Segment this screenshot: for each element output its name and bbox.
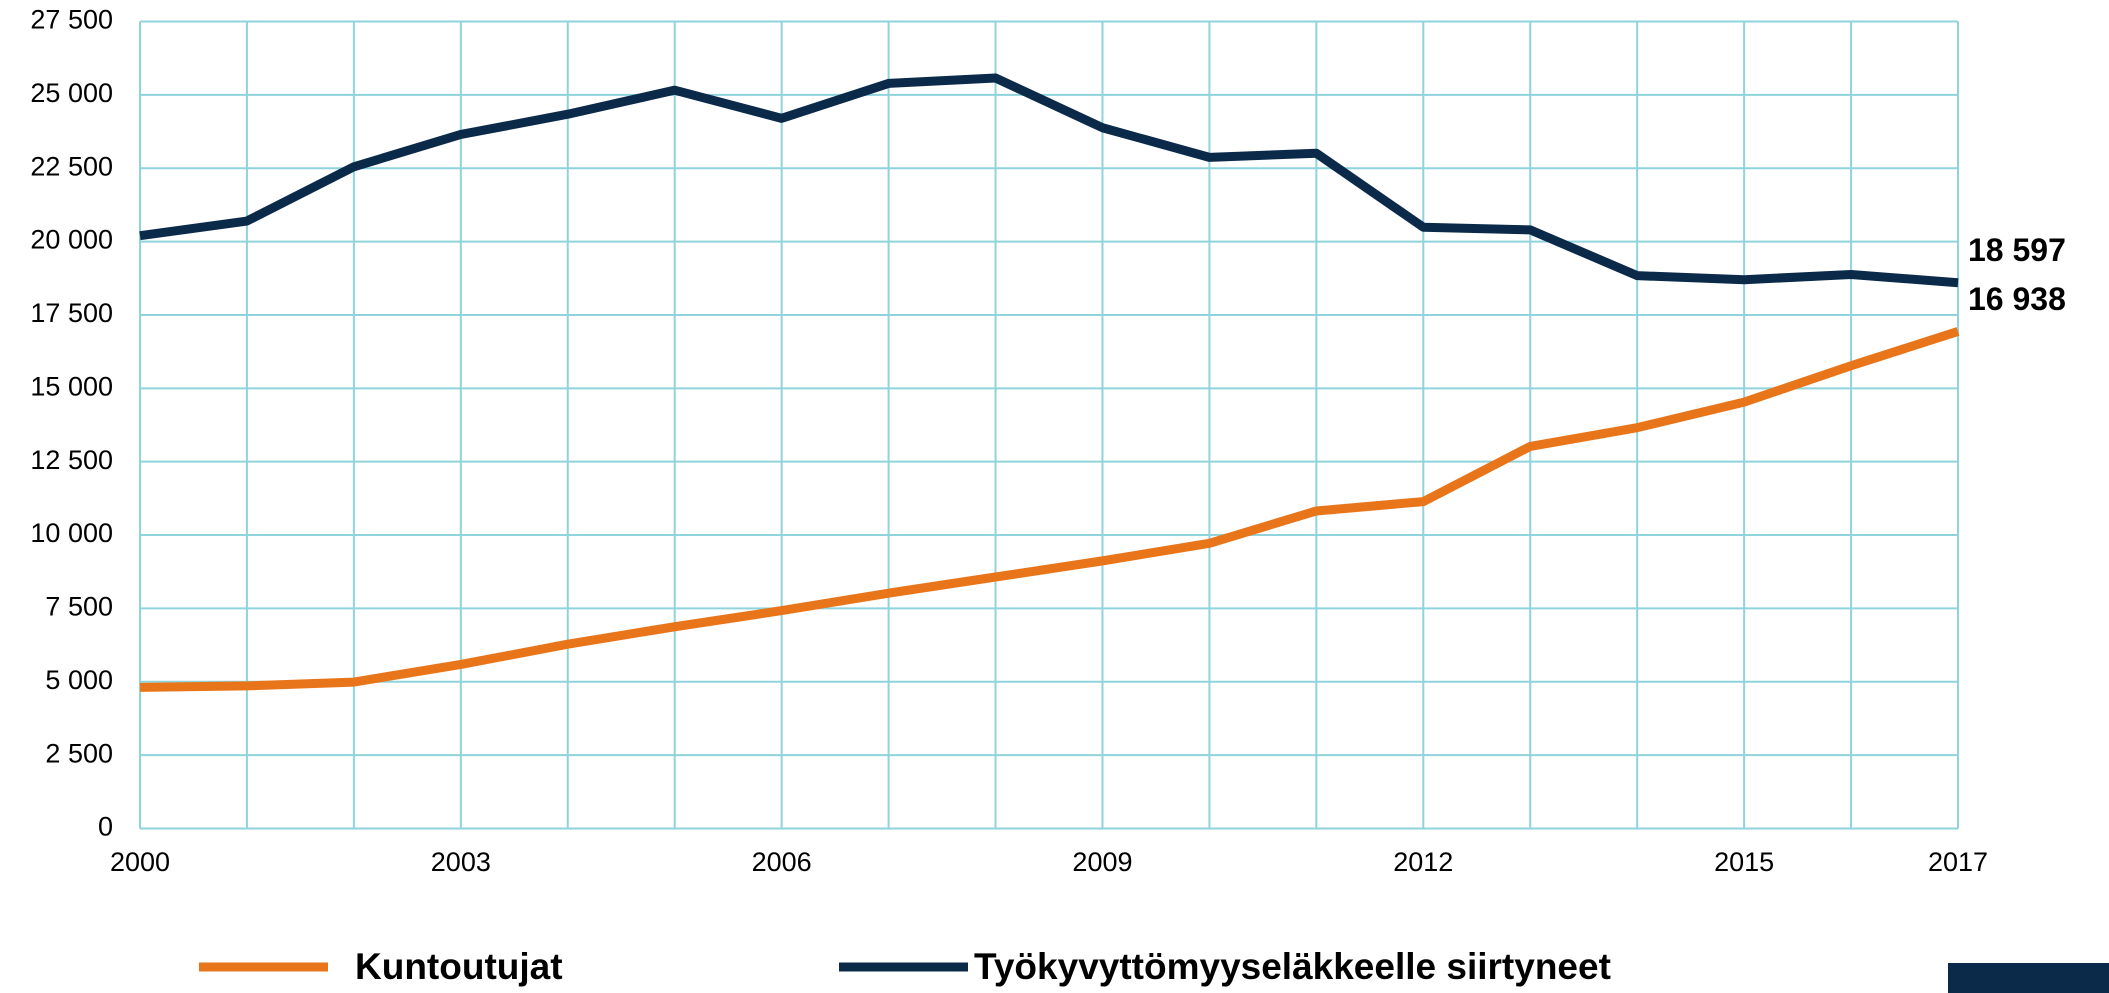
x-tick-label: 2006 [752, 847, 812, 877]
y-tick-label: 27 500 [30, 5, 113, 35]
x-tick-label: 2012 [1393, 847, 1453, 877]
x-tick-label: 2000 [110, 847, 170, 877]
x-tick-label: 2015 [1714, 847, 1774, 877]
y-tick-label: 15 000 [30, 371, 113, 401]
legend-label: Kuntoutujat [355, 946, 563, 987]
y-tick-label: 0 [98, 812, 113, 842]
x-tick-label: 2017 [1928, 847, 1988, 877]
y-tick-label: 20 000 [30, 225, 113, 255]
y-tick-label: 5 000 [45, 665, 113, 695]
corner-decoration [1948, 963, 2109, 993]
y-tick-label: 12 500 [30, 445, 113, 475]
y-tick-label: 10 000 [30, 518, 113, 548]
data-label: 16 938 [1968, 281, 2066, 317]
y-tick-label: 7 500 [45, 592, 113, 622]
y-tick-label: 2 500 [45, 738, 113, 768]
x-tick-label: 2009 [1072, 847, 1132, 877]
data-label: 18 597 [1968, 232, 2066, 268]
y-tick-label: 17 500 [30, 298, 113, 328]
series-line [139, 327, 1960, 692]
series-line [139, 73, 1959, 288]
x-tick-label: 2003 [431, 847, 491, 877]
y-tick-label: 25 000 [30, 78, 113, 108]
y-tick-label: 22 500 [30, 151, 113, 181]
legend-label: Työkyvyttömyyseläkkeelle siirtyneet [974, 946, 1611, 987]
